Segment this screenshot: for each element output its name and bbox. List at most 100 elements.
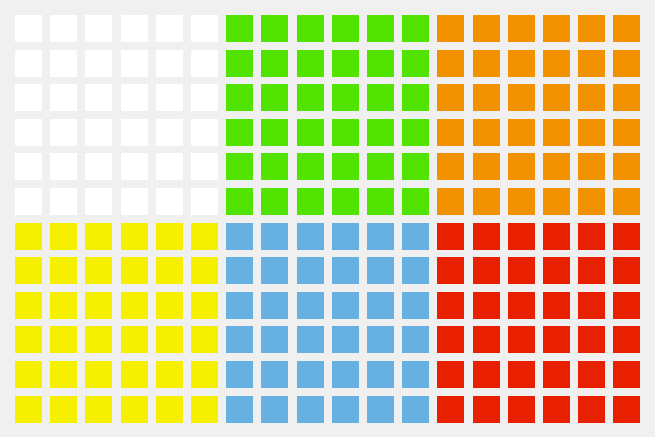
- tile-red[interactable]: [543, 396, 570, 423]
- tile-green[interactable]: [332, 188, 359, 215]
- tile-blue[interactable]: [367, 361, 394, 388]
- tile-red[interactable]: [578, 292, 605, 319]
- tile-yellow[interactable]: [15, 326, 42, 353]
- tile-blue[interactable]: [332, 223, 359, 250]
- tile-blue[interactable]: [402, 326, 429, 353]
- tile-orange[interactable]: [473, 15, 500, 42]
- tile-red[interactable]: [613, 326, 640, 353]
- tile-white[interactable]: [191, 153, 218, 180]
- tile-red[interactable]: [613, 257, 640, 284]
- tile-yellow[interactable]: [15, 396, 42, 423]
- tile-orange[interactable]: [437, 84, 464, 111]
- tile-red[interactable]: [578, 361, 605, 388]
- tile-orange[interactable]: [578, 119, 605, 146]
- tile-yellow[interactable]: [191, 292, 218, 319]
- tile-yellow[interactable]: [156, 292, 183, 319]
- tile-orange[interactable]: [508, 50, 535, 77]
- tile-green[interactable]: [367, 119, 394, 146]
- tile-blue[interactable]: [297, 292, 324, 319]
- tile-green[interactable]: [367, 84, 394, 111]
- tile-blue[interactable]: [402, 223, 429, 250]
- tile-red[interactable]: [543, 361, 570, 388]
- tile-orange[interactable]: [473, 50, 500, 77]
- tile-yellow[interactable]: [50, 361, 77, 388]
- tile-green[interactable]: [402, 84, 429, 111]
- tile-green[interactable]: [402, 15, 429, 42]
- tile-green[interactable]: [297, 15, 324, 42]
- tile-white[interactable]: [15, 188, 42, 215]
- tile-green[interactable]: [367, 50, 394, 77]
- tile-orange[interactable]: [543, 188, 570, 215]
- tile-blue[interactable]: [261, 223, 288, 250]
- tile-yellow[interactable]: [50, 223, 77, 250]
- tile-green[interactable]: [261, 153, 288, 180]
- tile-green[interactable]: [402, 188, 429, 215]
- tile-green[interactable]: [261, 119, 288, 146]
- tile-orange[interactable]: [543, 119, 570, 146]
- tile-red[interactable]: [437, 361, 464, 388]
- tile-white[interactable]: [15, 15, 42, 42]
- tile-red[interactable]: [473, 326, 500, 353]
- tile-blue[interactable]: [261, 396, 288, 423]
- tile-orange[interactable]: [578, 15, 605, 42]
- tile-yellow[interactable]: [191, 257, 218, 284]
- tile-orange[interactable]: [508, 84, 535, 111]
- tile-red[interactable]: [508, 292, 535, 319]
- tile-green[interactable]: [226, 188, 253, 215]
- tile-green[interactable]: [261, 50, 288, 77]
- tile-yellow[interactable]: [15, 223, 42, 250]
- tile-yellow[interactable]: [156, 223, 183, 250]
- tile-green[interactable]: [297, 153, 324, 180]
- tile-white[interactable]: [15, 119, 42, 146]
- tile-green[interactable]: [367, 153, 394, 180]
- tile-yellow[interactable]: [121, 396, 148, 423]
- tile-white[interactable]: [191, 119, 218, 146]
- tile-green[interactable]: [261, 188, 288, 215]
- tile-white[interactable]: [50, 84, 77, 111]
- tile-yellow[interactable]: [191, 326, 218, 353]
- tile-blue[interactable]: [226, 361, 253, 388]
- tile-orange[interactable]: [473, 153, 500, 180]
- tile-white[interactable]: [121, 84, 148, 111]
- tile-blue[interactable]: [261, 292, 288, 319]
- tile-orange[interactable]: [543, 50, 570, 77]
- tile-white[interactable]: [15, 84, 42, 111]
- tile-red[interactable]: [437, 223, 464, 250]
- tile-blue[interactable]: [261, 257, 288, 284]
- tile-white[interactable]: [50, 153, 77, 180]
- tile-blue[interactable]: [297, 396, 324, 423]
- tile-yellow[interactable]: [191, 396, 218, 423]
- tile-orange[interactable]: [473, 84, 500, 111]
- tile-orange[interactable]: [437, 119, 464, 146]
- tile-red[interactable]: [473, 292, 500, 319]
- tile-white[interactable]: [121, 15, 148, 42]
- tile-white[interactable]: [156, 84, 183, 111]
- tile-blue[interactable]: [402, 396, 429, 423]
- tile-green[interactable]: [367, 15, 394, 42]
- tile-white[interactable]: [156, 188, 183, 215]
- tile-blue[interactable]: [226, 396, 253, 423]
- tile-green[interactable]: [297, 119, 324, 146]
- tile-orange[interactable]: [508, 119, 535, 146]
- tile-white[interactable]: [85, 153, 112, 180]
- tile-yellow[interactable]: [191, 361, 218, 388]
- tile-red[interactable]: [613, 396, 640, 423]
- tile-green[interactable]: [226, 119, 253, 146]
- tile-red[interactable]: [543, 257, 570, 284]
- tile-blue[interactable]: [332, 361, 359, 388]
- tile-white[interactable]: [156, 153, 183, 180]
- tile-yellow[interactable]: [156, 257, 183, 284]
- tile-orange[interactable]: [578, 84, 605, 111]
- tile-red[interactable]: [543, 223, 570, 250]
- tile-yellow[interactable]: [15, 257, 42, 284]
- tile-blue[interactable]: [297, 257, 324, 284]
- tile-blue[interactable]: [402, 361, 429, 388]
- tile-red[interactable]: [437, 326, 464, 353]
- tile-orange[interactable]: [437, 50, 464, 77]
- tile-red[interactable]: [578, 326, 605, 353]
- tile-blue[interactable]: [367, 396, 394, 423]
- tile-blue[interactable]: [226, 292, 253, 319]
- tile-orange[interactable]: [543, 153, 570, 180]
- tile-blue[interactable]: [332, 292, 359, 319]
- tile-yellow[interactable]: [156, 396, 183, 423]
